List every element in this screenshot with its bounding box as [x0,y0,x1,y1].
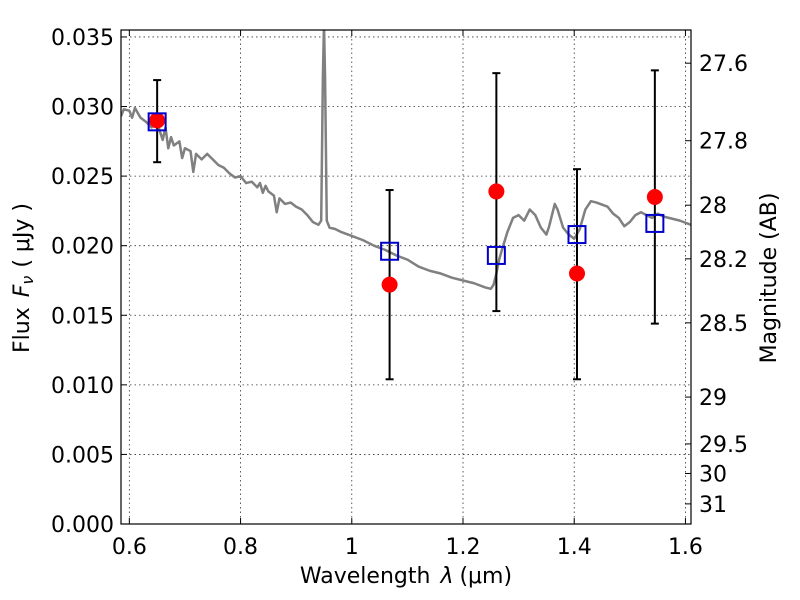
model-spectrum-line [121,30,691,291]
y-axis-title: FluxFν( μJy ) [10,203,37,353]
y-tick-label: 0.030 [51,96,114,121]
y2-tick-label: 29 [699,386,727,411]
observed-point [149,112,166,129]
y-tick-label: 0.020 [51,235,114,260]
y2-tick-label: 27.8 [699,130,748,155]
y2-tick-label: 28.5 [699,312,748,337]
y2-tick-label: 27.6 [699,52,748,77]
model-photometry-point [486,245,506,265]
axis-layer: 0.6 0.8 1 1.2 1.4 1.6 0.000 0.005 0.010 0.015 0.02… [51,26,748,560]
observed-point [488,183,505,200]
y-tick-label: 0.035 [51,26,114,51]
x-axis-title: Wavelength λ (μm) [300,564,512,589]
model-photometry-point [645,213,665,233]
observed-point [646,188,663,205]
y-tick-label: 0.015 [51,304,114,329]
y-tick-label: 0.010 [51,374,114,399]
x-tick-label: 1.2 [446,535,481,560]
model-photometry-point [147,112,167,132]
model-photometry-point [380,241,400,261]
observed-point [381,276,398,293]
y-tick-label: 0.000 [51,513,114,538]
y2-tick-label: 28.2 [699,248,748,273]
y2-axis-title: Magnitude (AB) [757,193,782,364]
model-photometry-layer [147,112,665,265]
grid-layer [121,30,691,524]
y2-tick-label: 30 [699,462,727,487]
x-tick-label: 1 [345,535,359,560]
model-photometry-point [567,225,587,245]
observed-point [569,265,585,282]
model-spectrum-layer [121,30,691,291]
x-tick-label: 0.8 [223,535,258,560]
error-bar-layer [153,69,659,381]
x-tick-label: 1.4 [557,535,592,560]
y2-tick-label: 28 [699,194,727,219]
x-tick-label: 0.6 [112,535,147,560]
observed-points-layer [149,112,663,293]
x-tick-label: 1.6 [668,535,703,560]
plot-frame [120,29,692,525]
y2-tick-label: 29.5 [699,433,748,458]
y-tick-label: 0.005 [51,443,114,468]
y2-tick-label: 31 [699,493,727,518]
y-tick-label: 0.025 [51,165,114,190]
